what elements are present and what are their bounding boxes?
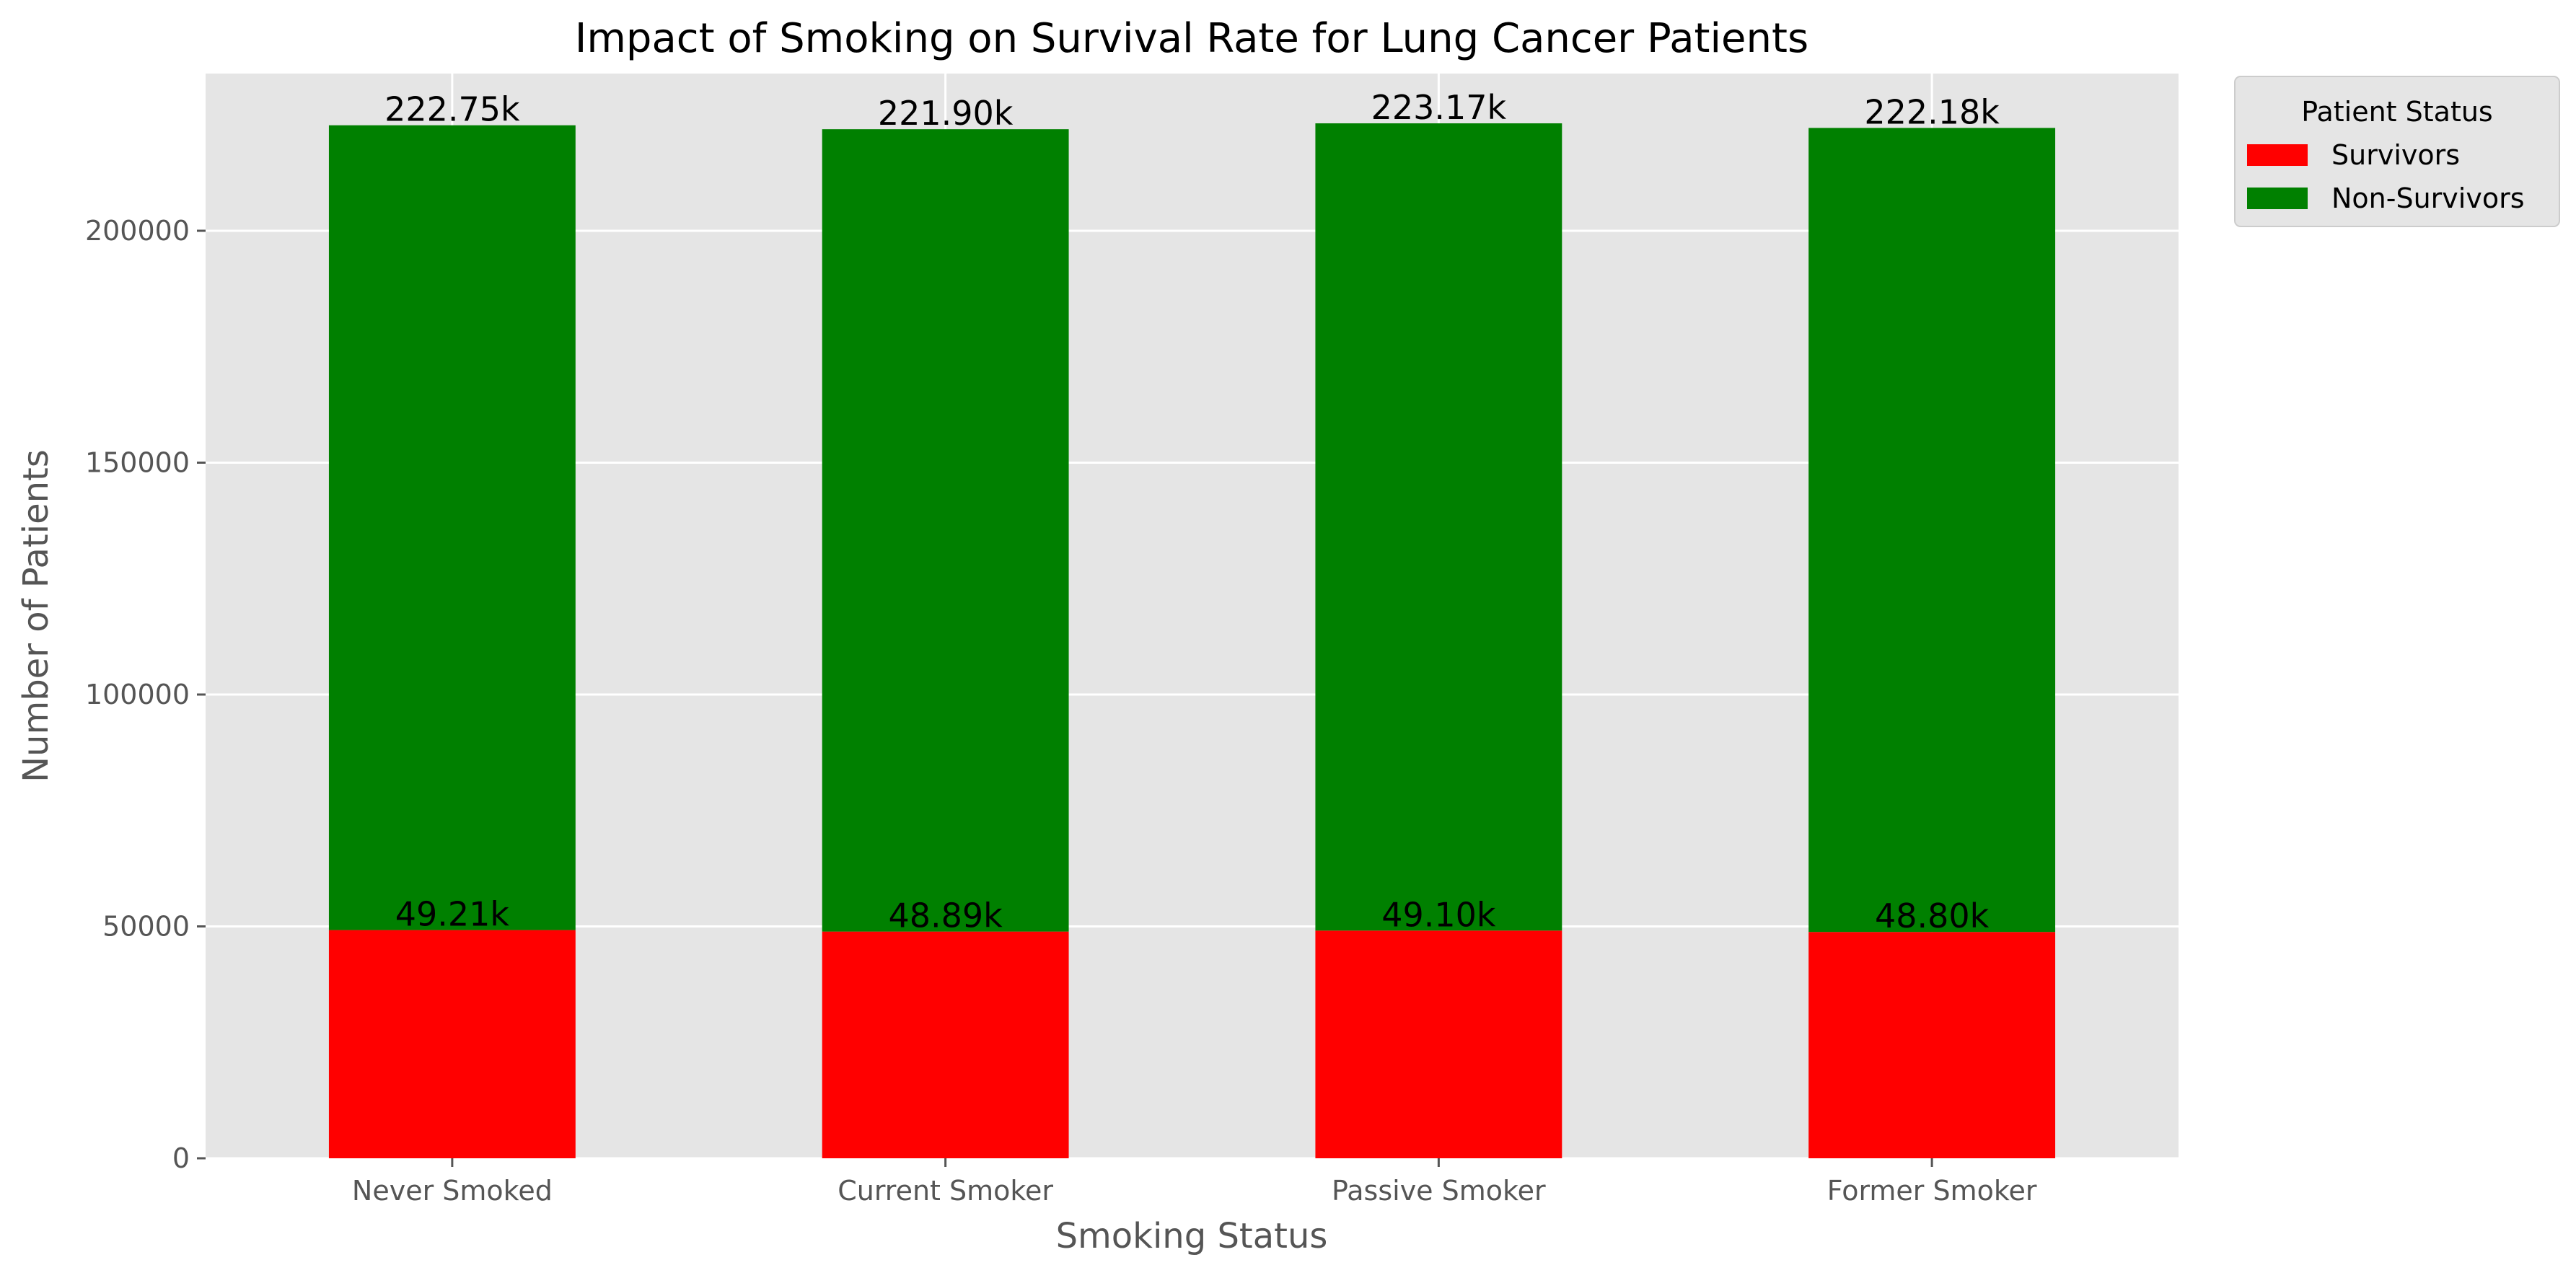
x-tick-label: Passive Smoker: [1332, 1175, 1546, 1207]
y-tick-label: 50000: [102, 910, 190, 942]
data-label: 49.21k: [395, 895, 510, 934]
data-label: 221.90k: [878, 94, 1014, 133]
data-label: 49.10k: [1381, 895, 1496, 934]
x-tick-label: Never Smoked: [352, 1175, 553, 1207]
legend: Patient Status Survivors Non-Survivors: [2234, 76, 2560, 227]
bar-survivors: [822, 931, 1069, 1158]
x-axis-label: Smoking Status: [1056, 1216, 1328, 1256]
bar-non-survivors: [1808, 128, 2056, 933]
y-tick-label: 0: [172, 1142, 190, 1174]
chart-title: Impact of Smoking on Survival Rate for L…: [575, 15, 1808, 62]
legend-title: Patient Status: [2301, 96, 2492, 128]
bar-non-survivors: [822, 129, 1069, 932]
y-axis-label: Number of Patients: [16, 449, 56, 783]
data-label: 222.75k: [384, 90, 520, 129]
legend-swatch: [2247, 188, 2308, 209]
x-axis-ticks: Never Smoked Current Smoker Passive Smoker…: [352, 1158, 2037, 1207]
y-tick-label: 150000: [85, 446, 190, 478]
bar-survivors: [1808, 932, 2056, 1158]
bar-survivors: [328, 930, 576, 1158]
legend-label: Non-Survivors: [2331, 182, 2525, 214]
legend-label: Survivors: [2331, 139, 2460, 171]
legend-swatch: [2247, 144, 2308, 166]
bar-non-survivors: [328, 125, 576, 930]
x-tick-label: Former Smoker: [1827, 1175, 2037, 1207]
bars: [328, 123, 2056, 1158]
legend-box: [2234, 76, 2560, 227]
data-labels: 49.21k 222.75k 48.89k 221.90k 49.10k 223.17k 4…: [384, 88, 2000, 935]
y-tick-label: 200000: [85, 215, 190, 247]
data-label: 222.18k: [1864, 92, 2000, 131]
y-axis-ticks: 0 50000 100000 150000 200000: [85, 215, 206, 1174]
data-label: 48.80k: [1875, 896, 1990, 935]
bar-survivors: [1315, 930, 1562, 1158]
y-tick-label: 100000: [85, 679, 190, 710]
x-tick-label: Current Smoker: [838, 1175, 1053, 1207]
data-label: 223.17k: [1371, 88, 1507, 127]
data-label: 48.89k: [888, 896, 1003, 935]
bar-non-survivors: [1315, 123, 1562, 931]
